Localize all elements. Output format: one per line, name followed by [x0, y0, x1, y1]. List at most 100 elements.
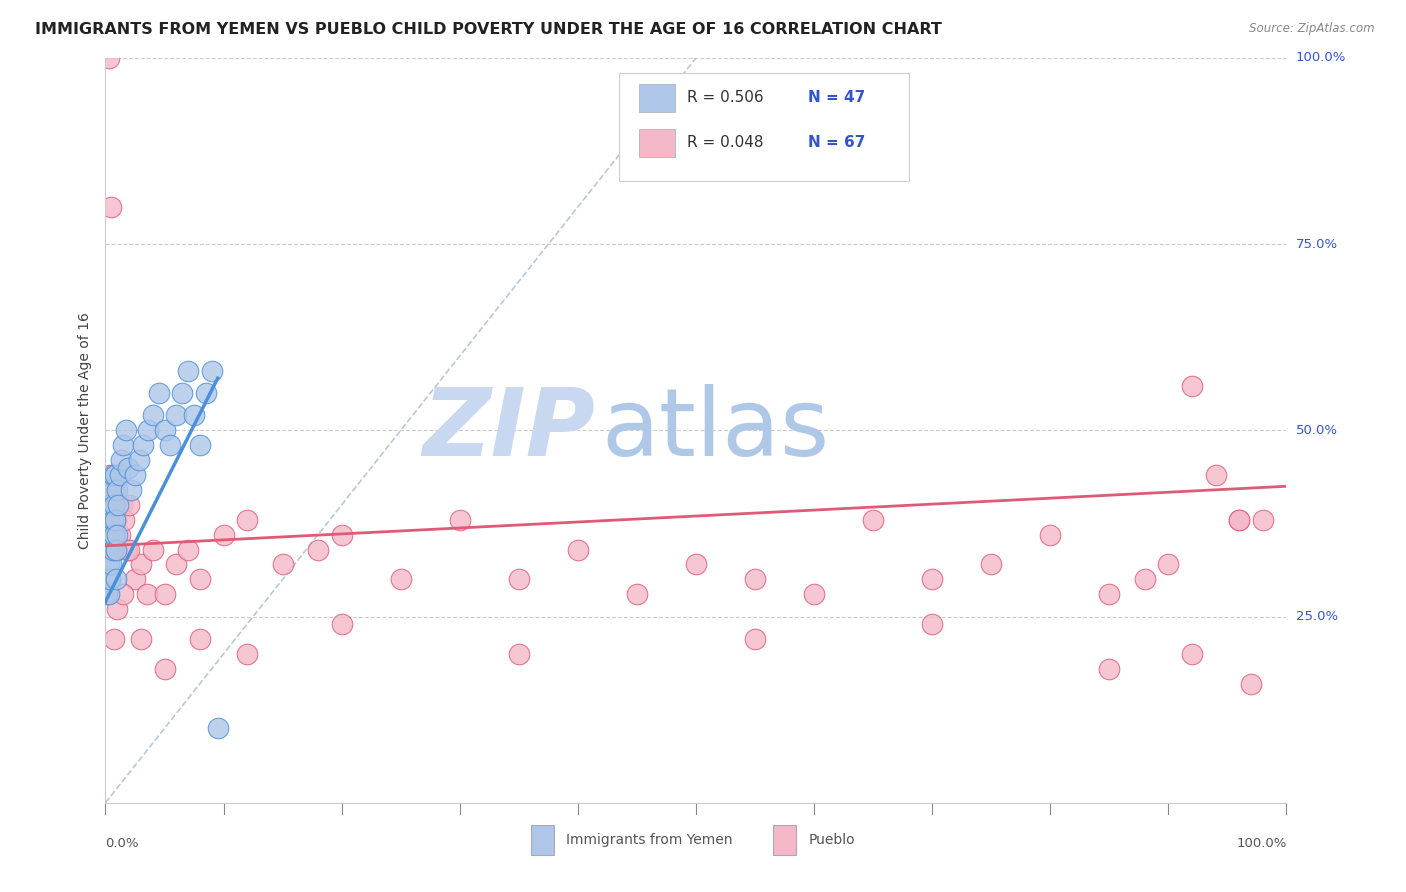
Point	[1181, 378, 1204, 392]
Point	[135, 587, 157, 601]
Point	[188, 632, 211, 646]
Point	[100, 558, 122, 572]
Point	[98, 51, 121, 65]
Point	[567, 542, 589, 557]
Point	[98, 513, 121, 527]
Point	[100, 200, 122, 214]
Y-axis label: Child Poverty Under the Age of 16: Child Poverty Under the Age of 16	[77, 312, 91, 549]
Point	[97, 535, 120, 549]
Point	[330, 617, 353, 632]
Point	[744, 632, 766, 646]
Point	[129, 558, 152, 572]
Point	[105, 573, 128, 587]
Text: ZIP: ZIP	[423, 384, 596, 476]
Point	[132, 438, 155, 452]
Point	[112, 438, 135, 452]
Point	[124, 468, 146, 483]
Point	[118, 542, 141, 557]
Point	[103, 632, 125, 646]
Text: atlas: atlas	[602, 384, 830, 476]
Point	[105, 527, 128, 541]
FancyBboxPatch shape	[640, 128, 675, 157]
Point	[103, 498, 125, 512]
Point	[626, 587, 648, 601]
Point	[212, 527, 235, 541]
FancyBboxPatch shape	[619, 73, 908, 181]
Point	[1133, 573, 1156, 587]
Point	[114, 423, 136, 437]
Text: 25.0%: 25.0%	[1296, 610, 1339, 624]
Point	[97, 513, 120, 527]
Point	[98, 498, 121, 512]
Point	[153, 587, 176, 601]
Point	[142, 409, 165, 423]
Point	[96, 587, 118, 601]
Point	[105, 513, 128, 527]
Point	[862, 513, 884, 527]
Point	[129, 632, 152, 646]
Point	[921, 617, 943, 632]
Point	[101, 542, 124, 557]
Point	[1227, 513, 1250, 527]
Point	[98, 535, 121, 549]
Point	[104, 468, 127, 483]
Point	[1098, 587, 1121, 601]
Point	[98, 573, 121, 587]
Point	[188, 438, 211, 452]
Point	[236, 513, 259, 527]
Point	[104, 513, 127, 527]
Point	[98, 498, 121, 512]
Point	[111, 498, 134, 512]
Point	[172, 386, 194, 401]
Point	[105, 542, 128, 557]
Point	[104, 527, 127, 541]
Point	[1205, 468, 1227, 483]
Point	[1157, 558, 1180, 572]
Point	[96, 558, 118, 572]
FancyBboxPatch shape	[640, 84, 675, 112]
Point	[271, 558, 294, 572]
Text: 50.0%: 50.0%	[1296, 424, 1339, 437]
Point	[105, 483, 128, 497]
Point	[98, 587, 121, 601]
Point	[103, 483, 125, 497]
Point	[980, 558, 1002, 572]
Point	[103, 527, 125, 541]
Point	[101, 498, 124, 512]
Point	[744, 573, 766, 587]
Point	[118, 498, 141, 512]
Point	[98, 468, 121, 483]
Point	[921, 573, 943, 587]
Point	[136, 423, 159, 437]
Text: 75.0%: 75.0%	[1296, 237, 1339, 251]
Text: 0.0%: 0.0%	[105, 838, 139, 850]
Point	[101, 513, 124, 527]
Text: 100.0%: 100.0%	[1296, 52, 1347, 64]
FancyBboxPatch shape	[773, 825, 796, 855]
Point	[98, 573, 121, 587]
FancyBboxPatch shape	[530, 825, 554, 855]
Point	[1227, 513, 1250, 527]
Point	[1251, 513, 1274, 527]
Point	[117, 460, 139, 475]
Point	[159, 438, 181, 452]
Point	[100, 483, 122, 497]
Text: N = 67: N = 67	[808, 135, 866, 150]
Point	[803, 587, 825, 601]
Point	[165, 558, 187, 572]
Text: IMMIGRANTS FROM YEMEN VS PUEBLO CHILD POVERTY UNDER THE AGE OF 16 CORRELATION CH: IMMIGRANTS FROM YEMEN VS PUEBLO CHILD PO…	[35, 22, 942, 37]
Point	[142, 542, 165, 557]
Point	[153, 662, 176, 676]
Point	[128, 453, 150, 467]
Point	[101, 468, 124, 483]
Point	[153, 423, 176, 437]
Text: 100.0%: 100.0%	[1236, 838, 1286, 850]
Point	[201, 364, 224, 378]
Text: Pueblo: Pueblo	[808, 833, 855, 847]
Point	[307, 542, 329, 557]
Point	[108, 527, 131, 541]
Point	[124, 573, 146, 587]
Point	[105, 602, 128, 616]
Point	[508, 647, 530, 661]
Point	[1098, 662, 1121, 676]
